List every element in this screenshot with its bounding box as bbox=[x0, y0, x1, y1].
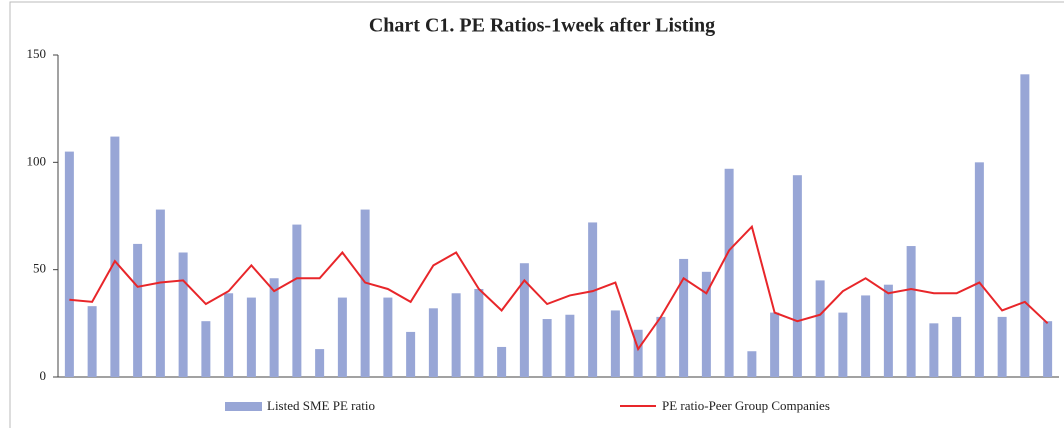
bar bbox=[269, 278, 279, 377]
bar bbox=[451, 293, 461, 377]
frame bbox=[9, 1, 1064, 428]
bar bbox=[747, 351, 757, 377]
bar bbox=[474, 288, 484, 377]
bar bbox=[519, 263, 529, 377]
bar bbox=[1020, 74, 1030, 377]
bar bbox=[497, 346, 507, 377]
bar bbox=[997, 316, 1007, 377]
bar bbox=[64, 151, 74, 377]
bar bbox=[178, 252, 188, 377]
y-tick-label: 150 bbox=[27, 46, 47, 61]
bar bbox=[792, 175, 802, 377]
bar bbox=[87, 306, 97, 377]
legend-label: PE ratio-Peer Group Companies bbox=[662, 398, 830, 413]
bar bbox=[428, 308, 438, 377]
bar bbox=[292, 224, 302, 377]
bar bbox=[406, 331, 416, 377]
bar bbox=[724, 168, 734, 377]
bar bbox=[201, 321, 211, 377]
bar bbox=[383, 297, 393, 377]
bar bbox=[337, 297, 347, 377]
bar bbox=[929, 323, 939, 377]
bar bbox=[952, 316, 962, 377]
bar bbox=[656, 316, 666, 377]
bar bbox=[633, 329, 643, 377]
bar bbox=[224, 293, 234, 377]
bar bbox=[974, 162, 984, 377]
y-tick-label: 50 bbox=[33, 261, 46, 276]
bar bbox=[906, 246, 916, 377]
chart-title: Chart C1. PE Ratios-1week after Listing bbox=[369, 15, 715, 37]
bar bbox=[679, 258, 689, 377]
bar bbox=[133, 243, 143, 377]
y-tick-label: 0 bbox=[40, 368, 47, 383]
bar bbox=[610, 310, 620, 377]
bar bbox=[1043, 321, 1053, 377]
bar bbox=[246, 297, 256, 377]
bar bbox=[565, 314, 575, 377]
bar bbox=[110, 136, 120, 377]
bar bbox=[815, 280, 825, 377]
bar bbox=[838, 312, 848, 377]
legend-label: Listed SME PE ratio bbox=[267, 398, 375, 413]
bar bbox=[360, 209, 370, 377]
bar bbox=[315, 349, 325, 377]
bar bbox=[861, 295, 871, 377]
bar bbox=[155, 209, 165, 377]
bar bbox=[588, 222, 598, 377]
legend-swatch bbox=[225, 402, 262, 411]
y-tick-label: 100 bbox=[27, 153, 47, 168]
line bbox=[69, 224, 1049, 352]
bar bbox=[701, 271, 711, 377]
bar bbox=[542, 319, 552, 377]
bar bbox=[770, 312, 780, 377]
bar bbox=[883, 284, 893, 377]
